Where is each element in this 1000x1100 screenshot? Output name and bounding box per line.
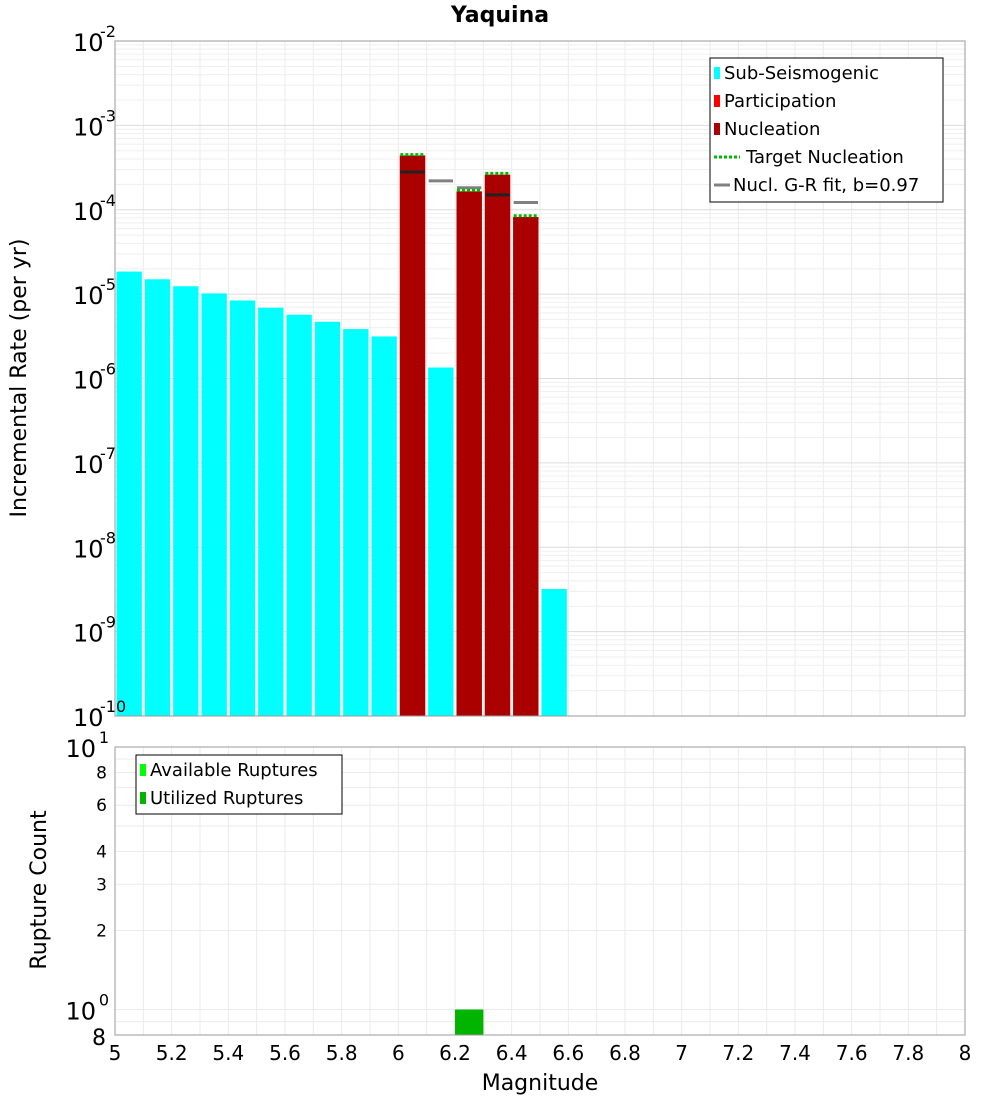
top-y-tick-label: 10 [73, 451, 104, 479]
x-tick-label: 5 [109, 1041, 122, 1065]
sub-seismogenic-bar [144, 279, 171, 716]
sub-seismogenic-bar [541, 589, 567, 716]
top-y-tick-label: 10 [73, 704, 104, 732]
x-tick-label: 5.4 [212, 1041, 244, 1065]
bottom-y-tick-label: 8 [96, 763, 107, 783]
bottom-y-tick-exponent: 1 [99, 728, 109, 747]
legend-label: Sub-Seismogenic [724, 63, 879, 84]
x-tick-label: 6.8 [609, 1041, 641, 1065]
x-tick-label: 5.6 [269, 1041, 301, 1065]
x-tick-label: 6 [392, 1041, 405, 1065]
x-tick-label: 6.4 [496, 1041, 528, 1065]
bottom-y-tick-label: 3 [96, 875, 107, 895]
sub-seismogenic-bar [258, 307, 284, 716]
legend-swatch [140, 764, 146, 776]
x-axis-label: Magnitude [482, 1071, 599, 1096]
sub-seismogenic-bar [286, 314, 312, 716]
legend-label: Target Nucleation [745, 147, 904, 168]
sub-seismogenic-bar [343, 329, 369, 716]
x-tick-label: 8 [959, 1041, 972, 1065]
top-y-tick-exponent: -8 [100, 528, 116, 547]
sub-seismogenic-bar [229, 300, 256, 716]
legend-swatch [140, 792, 146, 804]
legend-label: Nucleation [724, 119, 820, 140]
legend-label: Nucl. G-R fit, b=0.97 [733, 175, 919, 196]
bottom-y-tick-exponent: 0 [99, 991, 109, 1010]
x-tick-label: 7.2 [722, 1041, 754, 1065]
bottom-y-tick-label: 4 [96, 842, 107, 862]
chart-title: Yaquina [450, 3, 549, 28]
top-y-tick-exponent: -5 [100, 275, 116, 294]
top-y-tick-exponent: -6 [100, 360, 116, 379]
legend-swatch [714, 67, 720, 79]
top-y-axis-label: Incremental Rate (per yr) [7, 239, 32, 518]
top-plot-frame [114, 40, 966, 717]
top-y-tick-label: 10 [73, 367, 104, 395]
top-y-tick-exponent: -9 [100, 613, 116, 632]
sub-seismogenic-bar [428, 367, 454, 716]
x-tick-label: 7.4 [779, 1041, 811, 1065]
bottom-y-tick-label: 6 [96, 796, 107, 816]
sub-seismogenic-bar [314, 321, 341, 716]
sub-seismogenic-bar [201, 293, 227, 716]
top-y-tick-exponent: -4 [100, 191, 116, 210]
sub-seismogenic-bar [116, 271, 142, 716]
bottom-y-tick-label: 10 [65, 998, 96, 1026]
legend-label: Available Ruptures [150, 760, 318, 781]
sub-seismogenic-bar [371, 336, 397, 716]
bottom-y-tick-label: 10 [65, 735, 96, 763]
nucleation-bar [399, 155, 426, 716]
top-y-tick-exponent: -10 [100, 697, 126, 716]
top-y-tick-label: 10 [73, 535, 104, 563]
top-plot-area: 10-210-310-410-510-610-710-810-910-10Sub… [73, 22, 966, 732]
x-tick-label: 6.6 [552, 1041, 584, 1065]
sub-seismogenic-bar [173, 286, 199, 716]
nucleation-bar [456, 191, 482, 717]
bottom-y-tick-label: 8 [92, 1026, 106, 1051]
bottom-plot-frame [114, 746, 966, 1036]
x-tick-label: 5.2 [156, 1041, 188, 1065]
bottom-legend-box [135, 754, 343, 815]
top-y-tick-label: 10 [73, 113, 104, 141]
x-tick-label: 7.8 [892, 1041, 924, 1065]
nucleation-bar [484, 174, 511, 716]
top-y-tick-exponent: -2 [100, 22, 116, 41]
legend-swatch [714, 123, 720, 135]
top-y-tick-label: 10 [73, 29, 104, 57]
top-y-tick-exponent: -7 [100, 444, 116, 463]
top-y-tick-label: 10 [73, 620, 104, 648]
legend-label: Participation [724, 91, 836, 112]
top-y-tick-label: 10 [73, 282, 104, 310]
x-tick-label: 7.6 [836, 1041, 868, 1065]
top-y-tick-label: 10 [73, 198, 104, 226]
legend-swatch [714, 95, 720, 107]
bottom-legend: Available Ruptures Utilized Ruptures [135, 754, 343, 815]
legend-label: Utilized Ruptures [150, 788, 303, 809]
top-legend-box [709, 57, 944, 203]
bottom-y-tick-label: 2 [96, 922, 107, 942]
x-tick-label: 7 [675, 1041, 688, 1065]
nucleation-bar [513, 217, 539, 716]
utilized-ruptures-bar [455, 1009, 484, 1035]
top-legend: Sub-Seismogenic Participation Nucleation Ta… [709, 57, 944, 203]
x-tick-label: 5.8 [326, 1041, 358, 1065]
top-y-tick-exponent: -3 [100, 106, 116, 125]
bottom-y-axis-label: Rupture Count [27, 810, 52, 970]
x-tick-label: 6.2 [439, 1041, 471, 1065]
